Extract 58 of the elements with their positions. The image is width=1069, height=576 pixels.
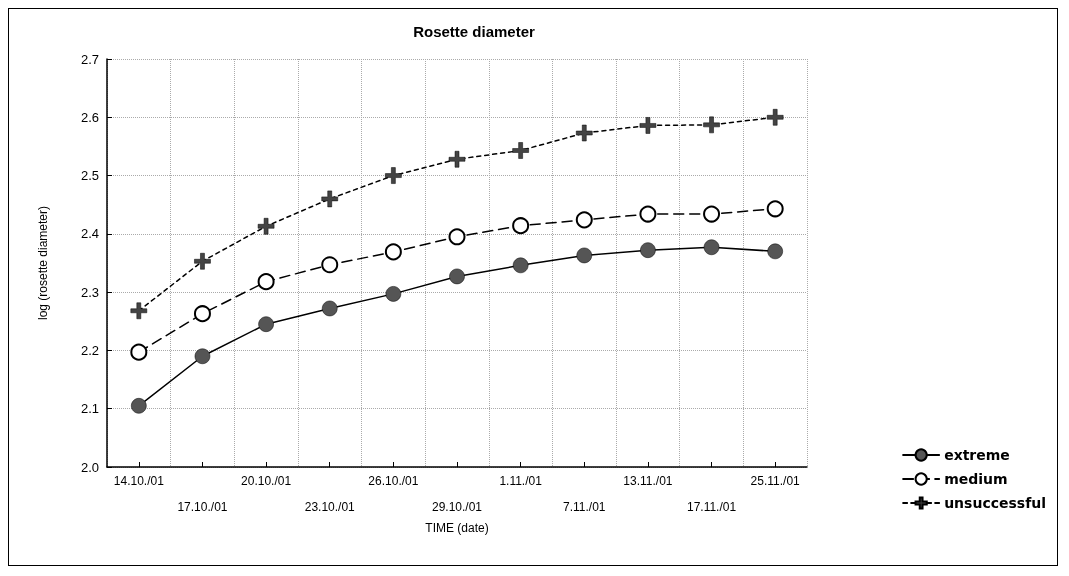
point: [321, 300, 338, 317]
point: [193, 305, 211, 323]
x-tick-label: 25.11./01: [750, 474, 801, 488]
point: [703, 205, 721, 223]
point: [449, 268, 465, 285]
x-tick-label: 26.10./01: [368, 474, 419, 488]
point: [448, 228, 466, 246]
point: [258, 316, 274, 332]
point: [385, 286, 402, 302]
y-tick-label: 2.4: [80, 226, 99, 242]
x-tick-label: 13.11./01: [623, 474, 673, 488]
point: [194, 253, 211, 270]
legend-label: medium: [944, 471, 1008, 487]
point: [640, 242, 656, 258]
x-tick-label: 17.11./01: [686, 500, 737, 514]
point: [257, 273, 275, 291]
chart-title: Rosette diameter: [413, 23, 536, 40]
point: [639, 117, 657, 134]
point: [384, 243, 402, 261]
y-axis-title: log (rosette diameter): [36, 205, 50, 321]
point: [130, 302, 148, 320]
y-tick-label: 2.2: [80, 342, 99, 358]
point: [131, 398, 147, 414]
point: [257, 218, 275, 235]
point: [321, 256, 339, 274]
y-tick-label: 2.1: [80, 401, 99, 417]
point: [575, 211, 593, 229]
point: [321, 190, 338, 208]
point: [385, 167, 402, 184]
point: [576, 247, 593, 264]
y-tick-label: 2.3: [80, 284, 99, 300]
point: [767, 243, 783, 260]
x-tick-label: 23.10./01: [304, 500, 356, 514]
point: [448, 151, 466, 168]
point: [512, 217, 530, 235]
point: [194, 348, 211, 364]
point: [639, 205, 657, 223]
x-tick-label: 7.11./01: [563, 500, 606, 514]
point: [512, 257, 529, 274]
x-tick-label: 17.10./01: [177, 500, 228, 514]
point: [766, 200, 784, 218]
point: [512, 142, 529, 159]
y-tick-label: 2.6: [80, 109, 99, 125]
point: [766, 109, 784, 126]
point: [130, 343, 148, 361]
x-tick-label: 20.10./01: [241, 474, 292, 488]
point: [703, 239, 720, 256]
x-tick-label: 14.10./01: [113, 474, 165, 488]
x-axis-title: TIME (date): [425, 521, 489, 535]
x-tick-label: 29.10./01: [431, 500, 483, 514]
point: [703, 116, 720, 134]
legend-label: unsuccessful: [944, 495, 1047, 511]
y-tick-label: 2.0: [80, 459, 99, 475]
legend-label: extreme: [944, 447, 1010, 463]
point: [576, 124, 593, 142]
x-tick-label: 1.11./01: [499, 474, 543, 488]
y-tick-label: 2.7: [80, 51, 99, 67]
y-tick-label: 2.5: [80, 168, 99, 184]
